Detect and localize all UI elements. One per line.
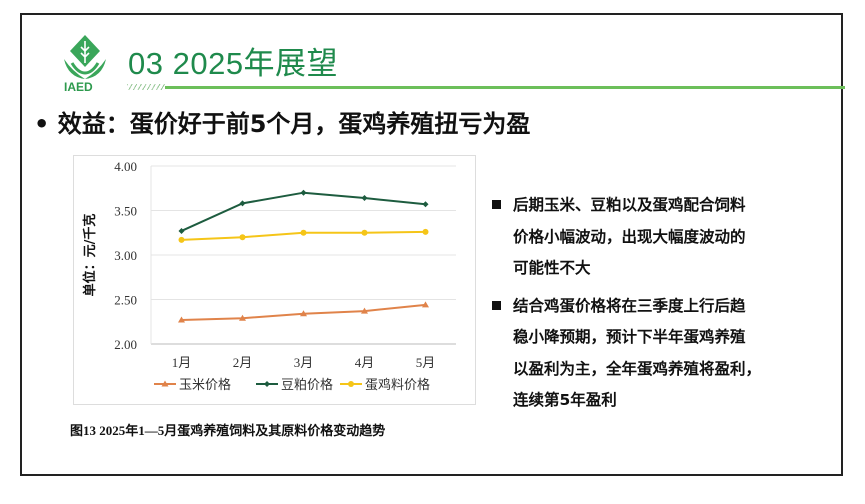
title-rule: [165, 86, 845, 89]
page-title: 03 2025年展望: [128, 46, 339, 81]
x-tick-label: 3月: [294, 355, 314, 370]
bullet-point: 后期玉米、豆粕以及蛋鸡配合饲料 价格小幅波动，出现大幅度波动的 可能性不大: [490, 190, 820, 285]
legend-label: 蛋鸡料价格: [365, 377, 430, 392]
bullet-points: 后期玉米、豆粕以及蛋鸡配合饲料 价格小幅波动，出现大幅度波动的 可能性不大 结合…: [490, 190, 820, 423]
bullet-line: 后期玉米、豆粕以及蛋鸡配合饲料: [513, 196, 746, 214]
bullet-line: 稳小降预期，预计下半年蛋鸡养殖: [513, 328, 746, 346]
x-tick-label: 5月: [416, 355, 436, 370]
figure-caption: 图13 2025年1—5月蛋鸡养殖饲料及其原料价格变动趋势: [70, 423, 386, 438]
title-rule-hatch: [127, 84, 165, 90]
legend-label: 豆粕价格: [281, 377, 333, 392]
square-bullet-icon: [492, 300, 501, 310]
legend-marker: [264, 381, 270, 387]
square-bullet-icon: [492, 200, 501, 209]
bullet-line: 价格小幅波动，出现大幅度波动的: [513, 227, 746, 246]
data-point: [361, 307, 368, 314]
legend-marker: [161, 380, 169, 387]
data-point: [422, 301, 429, 308]
logo-text: IAED: [64, 80, 93, 94]
data-point: [178, 227, 185, 234]
y-tick-label: 2.00: [114, 337, 137, 352]
bullet-line: 结合鸡蛋价格将在三季度上行后趋: [513, 296, 746, 315]
chart-container: 2.00 2.50 3.00 3.50 4.00 1月 2月 3月 4月 5月 单位：元/千克玉米价…: [73, 155, 476, 405]
data-point: [178, 236, 185, 243]
y-tick-label: 2.50: [114, 293, 137, 308]
slide-frame: [20, 13, 843, 476]
data-point: [300, 310, 307, 317]
headline: • 效益：蛋价好于前5个月，蛋鸡养殖扭亏为盈: [34, 110, 531, 138]
data-point: [239, 200, 246, 207]
legend-label: 玉米价格: [179, 377, 231, 392]
legend-marker: [348, 381, 354, 387]
y-tick-label: 4.00: [114, 159, 137, 174]
x-tick-label: 1月: [172, 355, 192, 370]
data-point: [239, 314, 246, 321]
y-axis-label: 单位：元/千克: [82, 214, 98, 297]
line-chart: 2.00 2.50 3.00 3.50 4.00 1月 2月 3月 4月 5月 单位：元/千克玉米价…: [82, 159, 456, 392]
y-tick-label: 3.50: [114, 204, 137, 219]
data-point: [422, 201, 429, 208]
data-point: [361, 229, 368, 236]
data-point: [422, 228, 429, 235]
y-tick-label: 3.00: [114, 248, 137, 263]
bullet-point: 结合鸡蛋价格将在三季度上行后趋 稳小降预期，预计下半年蛋鸡养殖 以盈利为主，全年…: [490, 291, 820, 417]
bullet-line: 以盈利为主，全年蛋鸡养殖将盈利，: [513, 359, 762, 378]
data-point: [239, 234, 246, 241]
x-tick-label: 2月: [233, 355, 253, 370]
bullet-line: 可能性不大: [513, 259, 591, 277]
iaed-logo-icon: [64, 35, 106, 79]
x-tick-label: 4月: [355, 355, 375, 370]
data-point: [300, 189, 307, 196]
series-line-1: [181, 191, 426, 232]
data-point: [361, 195, 368, 202]
bullet-line: 连续第5年盈利: [513, 391, 617, 409]
data-point: [178, 316, 185, 323]
data-point: [300, 229, 307, 236]
